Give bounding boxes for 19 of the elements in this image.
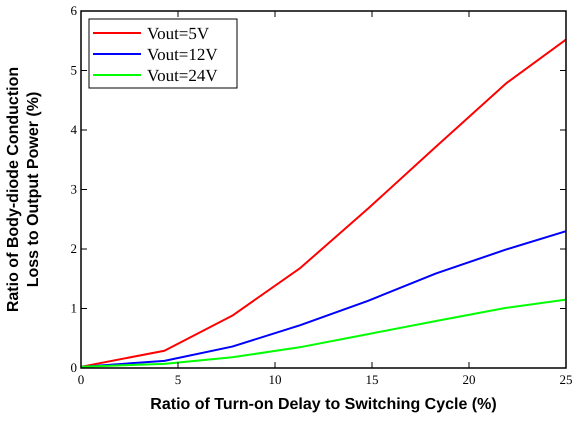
x-axis-title: Ratio of Turn-on Delay to Switching Cycle (%): [150, 396, 497, 413]
line-series: [80, 230, 567, 368]
y-tick-label: 3: [70, 182, 77, 196]
x-tick-label: 20: [462, 372, 476, 387]
x-tick-label: 25: [560, 372, 572, 387]
legend-label: Vout=12V: [147, 45, 218, 64]
y-axis-title: Ratio of Body-diode Conduction Loss to Output Power (%): [5, 66, 42, 312]
y-tick-label: 4: [70, 122, 78, 137]
legend-label: Vout=5V: [147, 24, 210, 43]
y-tick-label: 0: [70, 360, 77, 375]
y-tick-label: 1: [70, 300, 77, 316]
x-tick-label: 15: [366, 372, 378, 387]
y-tick-label: 6: [70, 3, 78, 18]
line-series: [80, 298, 567, 368]
y-tick-label: 5: [70, 62, 77, 78]
y-tick-label: 2: [70, 241, 77, 256]
x-tick-label: 10: [268, 372, 282, 387]
x-tick-label: 5: [174, 372, 182, 387]
legend-label: Vout=24V: [147, 66, 218, 85]
